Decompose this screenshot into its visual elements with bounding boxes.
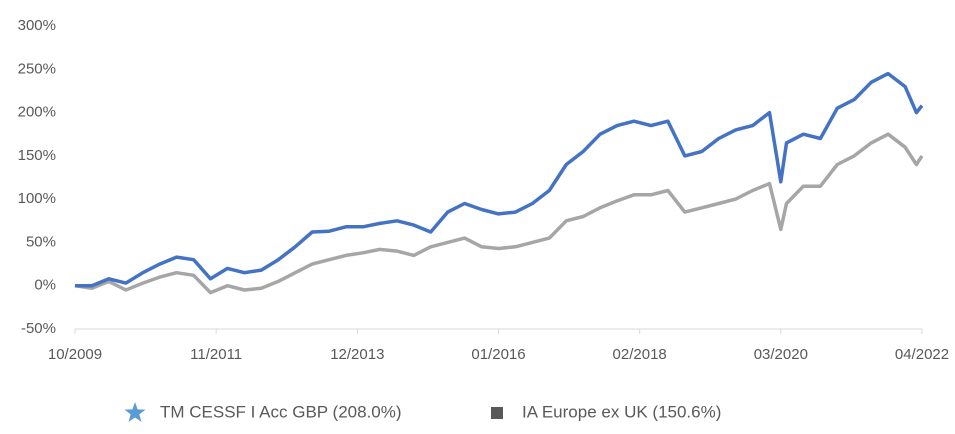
x-tick-label: 02/2018 <box>613 346 667 363</box>
y-tick-label: 250% <box>18 60 56 77</box>
legend-item: IA Europe ex UK (150.6%) <box>491 402 721 421</box>
x-tick-label: 11/2011 <box>190 346 242 363</box>
legend-label: TM CESSF I Acc GBP (208.0%) <box>160 402 402 421</box>
legend-label: IA Europe ex UK (150.6%) <box>522 402 721 421</box>
x-tick-label: 10/2009 <box>48 346 102 363</box>
y-tick-label: 200% <box>18 104 56 121</box>
legend-marker <box>491 407 503 419</box>
y-tick-label: 300% <box>18 17 56 34</box>
legend-marker <box>124 402 146 422</box>
y-tick-label: 0% <box>34 277 56 294</box>
x-tick-label: 12/2013 <box>330 346 384 363</box>
legend-item: TM CESSF I Acc GBP (208.0%) <box>124 402 402 422</box>
y-tick-label: 150% <box>18 147 56 164</box>
series-line <box>74 132 924 295</box>
y-tick-label: -50% <box>21 320 56 337</box>
y-tick-label: 100% <box>18 190 56 207</box>
x-tick-label: 03/2020 <box>754 346 808 363</box>
x-tick-label: 04/2022 <box>895 346 949 363</box>
series-line <box>75 71 924 288</box>
x-tick-label: 01/2016 <box>471 346 525 363</box>
y-tick-label: 50% <box>26 233 56 250</box>
